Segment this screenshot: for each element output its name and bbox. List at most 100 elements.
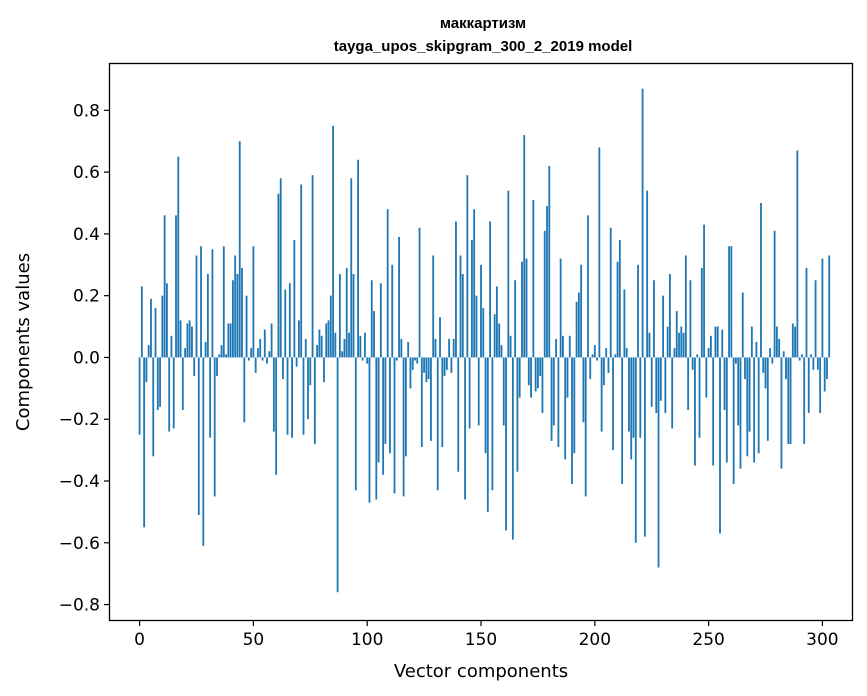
bar	[197, 357, 200, 515]
bar	[154, 308, 157, 358]
bar	[669, 274, 671, 358]
bar	[805, 267, 808, 358]
bar	[814, 280, 817, 358]
bar	[307, 357, 309, 420]
bar	[282, 357, 284, 380]
y-tick-label: −0.8	[59, 596, 100, 616]
bar	[821, 258, 824, 358]
bar	[375, 357, 378, 500]
bar	[161, 295, 164, 358]
bar	[206, 274, 209, 358]
bar	[577, 292, 580, 358]
bar	[771, 357, 774, 364]
bar	[632, 357, 635, 438]
bar	[227, 323, 230, 358]
bar	[762, 357, 765, 373]
bar	[723, 357, 726, 410]
bar	[184, 348, 187, 358]
bar	[559, 258, 562, 358]
bar	[757, 357, 760, 454]
bar	[618, 240, 621, 358]
bar	[826, 357, 828, 380]
y-tick-label: 0.4	[73, 225, 100, 245]
bar	[159, 357, 161, 407]
bar	[411, 357, 414, 370]
bar	[470, 240, 473, 358]
bar	[434, 338, 437, 358]
bar	[698, 357, 701, 438]
bar	[657, 357, 660, 568]
bar	[707, 348, 710, 358]
bar	[293, 240, 296, 358]
bar	[425, 357, 428, 383]
bar	[616, 261, 619, 358]
bar	[694, 357, 696, 466]
bar	[653, 280, 655, 358]
bar	[760, 203, 762, 358]
bar	[259, 338, 262, 358]
bar	[507, 190, 510, 358]
y-tick-label: −0.6	[59, 534, 100, 554]
bar	[575, 301, 578, 358]
bar	[266, 357, 268, 364]
bar	[302, 357, 305, 435]
x-axis-label: Vector components	[394, 661, 568, 682]
bar	[625, 348, 628, 358]
bar	[509, 335, 512, 358]
bar	[705, 357, 708, 398]
bar	[277, 193, 280, 358]
bar	[354, 357, 357, 491]
bar	[400, 338, 403, 358]
bar	[181, 357, 184, 410]
bar	[295, 357, 298, 367]
bar	[603, 357, 605, 386]
bar	[320, 335, 323, 358]
bar	[511, 357, 514, 540]
bar	[530, 357, 532, 398]
bar	[527, 357, 530, 386]
bar	[298, 320, 300, 358]
bar	[737, 357, 740, 426]
bar	[318, 329, 321, 358]
bar	[175, 215, 177, 358]
bar	[735, 357, 737, 364]
bar	[775, 326, 778, 358]
bar	[475, 295, 478, 358]
bar	[345, 267, 348, 358]
bar	[229, 323, 232, 358]
bar	[643, 357, 646, 537]
bar	[395, 357, 398, 361]
bar	[443, 357, 446, 376]
bar	[593, 345, 596, 358]
bar	[245, 295, 248, 358]
bar	[138, 357, 141, 435]
bar	[819, 357, 822, 414]
bar	[286, 357, 289, 435]
bar	[234, 255, 237, 358]
bar	[188, 320, 191, 358]
bar	[498, 323, 501, 358]
bar	[598, 147, 601, 358]
bar	[516, 357, 519, 472]
bar	[525, 258, 528, 358]
bar	[584, 357, 587, 497]
bar	[316, 345, 319, 358]
y-tick-label: −0.4	[59, 472, 100, 492]
bar	[521, 261, 523, 358]
x-tick-label: 300	[806, 630, 838, 650]
y-tick-label: 0.2	[73, 287, 100, 307]
bar	[659, 357, 662, 401]
bar	[623, 289, 626, 358]
bar	[439, 317, 441, 358]
chart-title: маккартизм	[440, 15, 526, 32]
y-tick-label: −0.2	[59, 410, 100, 430]
bar	[391, 264, 394, 358]
bar	[518, 357, 521, 398]
bar	[748, 357, 751, 432]
bar	[423, 357, 426, 373]
bar	[272, 357, 275, 432]
bar	[402, 357, 405, 497]
bar	[607, 357, 610, 373]
bar	[361, 357, 364, 361]
